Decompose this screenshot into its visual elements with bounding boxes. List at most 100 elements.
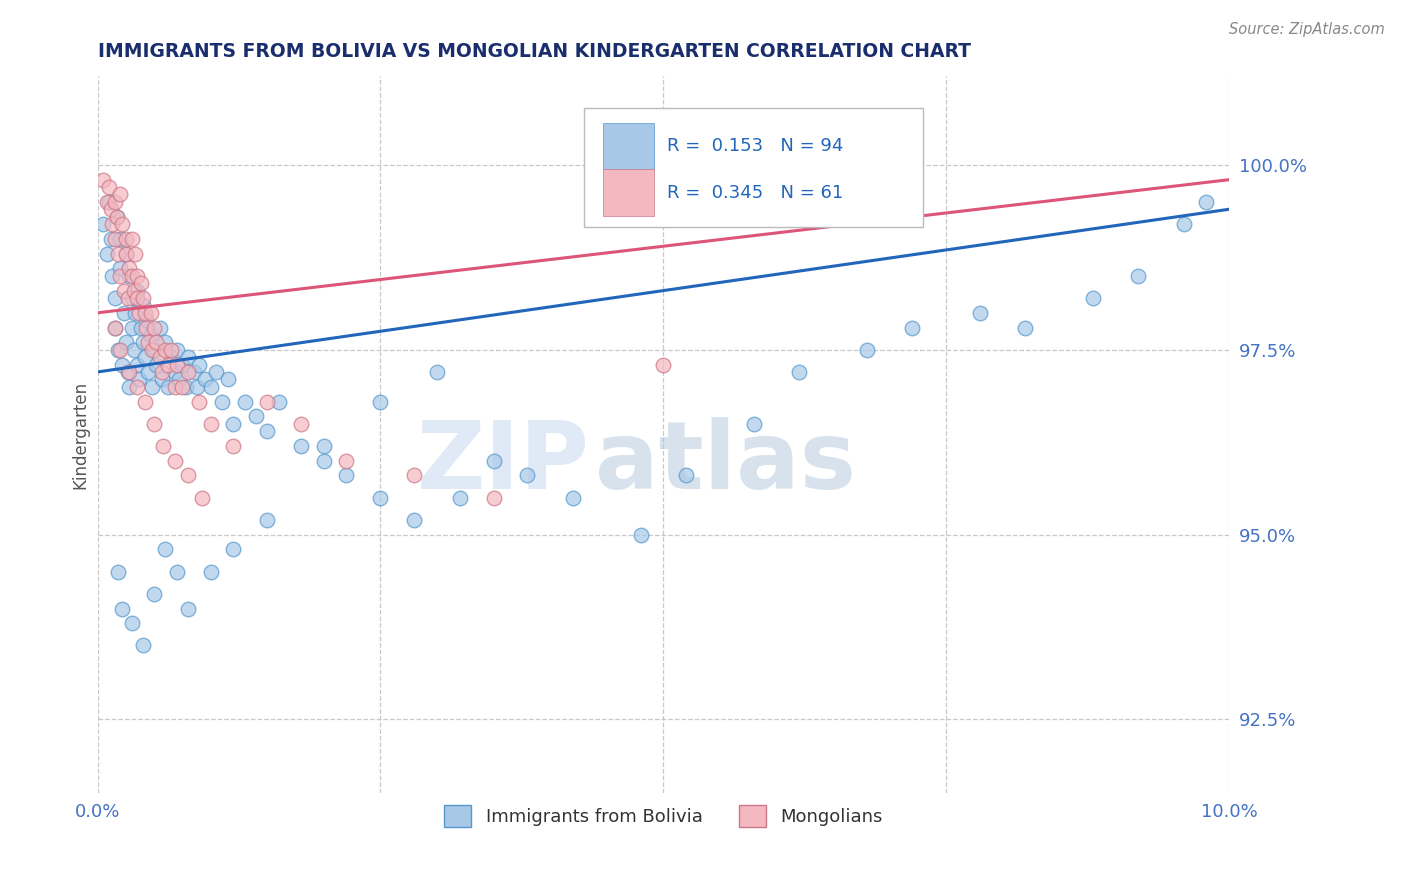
Point [138, 365, 160, 379]
Point [101, 217, 124, 231]
Point [267, 394, 290, 409]
Point [128, 306, 150, 320]
Point [482, 491, 505, 505]
Point [172, 380, 194, 394]
Point [135, 313, 157, 327]
Point [163, 453, 186, 467]
Point [103, 232, 125, 246]
Bar [603, 123, 654, 169]
Point [160, 350, 183, 364]
Point [217, 372, 239, 386]
Point [108, 232, 131, 246]
Point [128, 372, 150, 386]
Point [155, 542, 177, 557]
Point [122, 284, 145, 298]
Point [256, 424, 278, 438]
Point [426, 365, 449, 379]
Point [132, 335, 155, 350]
Point [156, 380, 179, 394]
Point [149, 320, 172, 334]
Text: ZIP: ZIP [416, 417, 589, 509]
Point [174, 380, 197, 394]
Point [177, 365, 200, 379]
Point [134, 394, 156, 409]
Point [177, 601, 200, 615]
Point [111, 358, 134, 372]
Point [150, 372, 173, 386]
Point [222, 439, 245, 453]
Point [115, 232, 138, 246]
Bar [603, 169, 654, 216]
Point [166, 358, 188, 372]
Point [211, 394, 233, 409]
Point [111, 601, 134, 615]
Point [111, 217, 134, 231]
Point [121, 268, 143, 283]
Point [205, 365, 228, 379]
Point [166, 343, 188, 357]
Point [156, 358, 179, 372]
Point [1195, 194, 1218, 209]
Point [190, 491, 212, 505]
Point [97, 180, 120, 194]
Point [132, 639, 155, 653]
Point [856, 343, 879, 357]
Point [139, 306, 162, 320]
Point [132, 298, 155, 312]
Point [652, 358, 675, 372]
Point [117, 365, 139, 379]
Point [108, 261, 131, 276]
Point [118, 365, 141, 379]
Point [135, 320, 157, 334]
Point [561, 491, 583, 505]
Point [97, 194, 120, 209]
Point [172, 358, 194, 372]
Point [155, 335, 177, 350]
Point [200, 380, 222, 394]
FancyBboxPatch shape [583, 109, 924, 227]
Point [149, 350, 172, 364]
Point [91, 217, 114, 231]
Point [449, 491, 471, 505]
Point [107, 246, 129, 260]
Point [107, 565, 129, 579]
Point [118, 268, 141, 283]
Legend: Immigrants from Bolivia, Mongolians: Immigrants from Bolivia, Mongolians [437, 798, 890, 835]
Point [124, 246, 146, 260]
Point [160, 343, 183, 357]
Point [901, 320, 924, 334]
Point [183, 365, 205, 379]
Point [115, 246, 138, 260]
Point [335, 468, 357, 483]
Point [141, 380, 163, 394]
Point [1014, 320, 1036, 334]
Point [96, 246, 118, 260]
Point [118, 380, 141, 394]
Point [134, 350, 156, 364]
Point [290, 439, 312, 453]
Point [200, 565, 222, 579]
Point [1128, 268, 1150, 283]
Point [177, 350, 200, 364]
Point [312, 453, 335, 467]
Point [370, 491, 392, 505]
Point [121, 291, 143, 305]
Point [121, 616, 143, 631]
Point [101, 268, 124, 283]
Point [152, 439, 174, 453]
Text: IMMIGRANTS FROM BOLIVIA VS MONGOLIAN KINDERGARTEN CORRELATION CHART: IMMIGRANTS FROM BOLIVIA VS MONGOLIAN KIN… [97, 42, 970, 61]
Point [103, 320, 125, 334]
Point [139, 328, 162, 343]
Point [222, 417, 245, 431]
Point [143, 320, 166, 334]
Point [188, 358, 211, 372]
Point [96, 194, 118, 209]
Point [312, 439, 335, 453]
Point [675, 468, 697, 483]
Point [108, 343, 131, 357]
Point [103, 194, 125, 209]
Point [112, 306, 135, 320]
Point [105, 210, 128, 224]
Point [233, 394, 256, 409]
Point [107, 343, 129, 357]
